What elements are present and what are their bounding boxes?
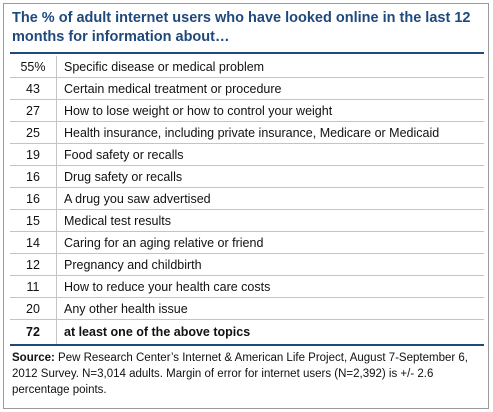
- percent-cell: 27: [10, 99, 57, 122]
- percent-cell: 14: [10, 231, 57, 254]
- source-label: Source:: [12, 352, 55, 364]
- percent-cell: 16: [10, 165, 57, 188]
- percent-cell: 72: [10, 319, 57, 345]
- source-note: Source: Pew Research Center’s Internet &…: [12, 350, 484, 398]
- table-row: 12 Pregnancy and childbirth: [10, 253, 484, 276]
- topic-cell: Pregnancy and childbirth: [64, 257, 202, 272]
- table-body: 55% Specific disease or medical problem 43…: [10, 56, 484, 345]
- percent-cell: 19: [10, 143, 57, 166]
- total-row: 72 at least one of the above topics: [10, 319, 484, 345]
- table-row: 16 A drug you saw advertised: [10, 187, 484, 210]
- topic-cell: How to lose weight or how to control you…: [64, 103, 333, 118]
- percent-cell: 11: [10, 275, 57, 298]
- percent-cell: 12: [10, 253, 57, 276]
- topic-cell: Certain medical treatment or procedure: [64, 81, 282, 96]
- source-text: Pew Research Center’s Internet & America…: [12, 352, 468, 396]
- percent-cell: 16: [10, 187, 57, 210]
- topic-cell: Medical test results: [64, 213, 171, 228]
- topic-cell: Specific disease or medical problem: [64, 59, 265, 74]
- percent-cell: 20: [10, 297, 57, 320]
- chart-title: The % of adult internet users who have l…: [12, 10, 471, 45]
- figure-frame: The % of adult internet users who have l…: [3, 3, 489, 409]
- table-row: 14 Caring for an aging relative or friend: [10, 231, 484, 254]
- table-row: 11 How to reduce your health care costs: [10, 275, 484, 298]
- table-row: 20 Any other health issue: [10, 297, 484, 320]
- table-row: 27 How to lose weight or how to control y…: [10, 99, 484, 122]
- table-row: 43 Certain medical treatment or procedure: [10, 77, 484, 100]
- topic-cell: Drug safety or recalls: [64, 169, 183, 184]
- table-row: 25 Health insurance, including private in…: [10, 121, 484, 144]
- percent-cell: 15: [10, 209, 57, 232]
- percent-cell: 43: [10, 77, 57, 100]
- topic-cell: How to reduce your health care costs: [64, 279, 271, 294]
- percent-cell: 55%: [10, 56, 57, 78]
- topic-cell: A drug you saw advertised: [64, 191, 211, 206]
- topic-cell: Food safety or recalls: [64, 147, 184, 162]
- table-row: 55% Specific disease or medical problem: [10, 56, 484, 78]
- table-row: 19 Food safety or recalls: [10, 143, 484, 166]
- table-row: 15 Medical test results: [10, 209, 484, 232]
- title-rule: [10, 52, 484, 54]
- topic-cell: Any other health issue: [64, 301, 188, 316]
- data-table: 55% Specific disease or medical problem 43…: [10, 56, 484, 346]
- table-row: 16 Drug safety or recalls: [10, 165, 484, 188]
- topic-cell: Health insurance, including private insu…: [64, 125, 440, 140]
- topic-cell: Caring for an aging relative or friend: [64, 235, 264, 250]
- percent-cell: 25: [10, 121, 57, 144]
- topic-cell: at least one of the above topics: [64, 325, 251, 339]
